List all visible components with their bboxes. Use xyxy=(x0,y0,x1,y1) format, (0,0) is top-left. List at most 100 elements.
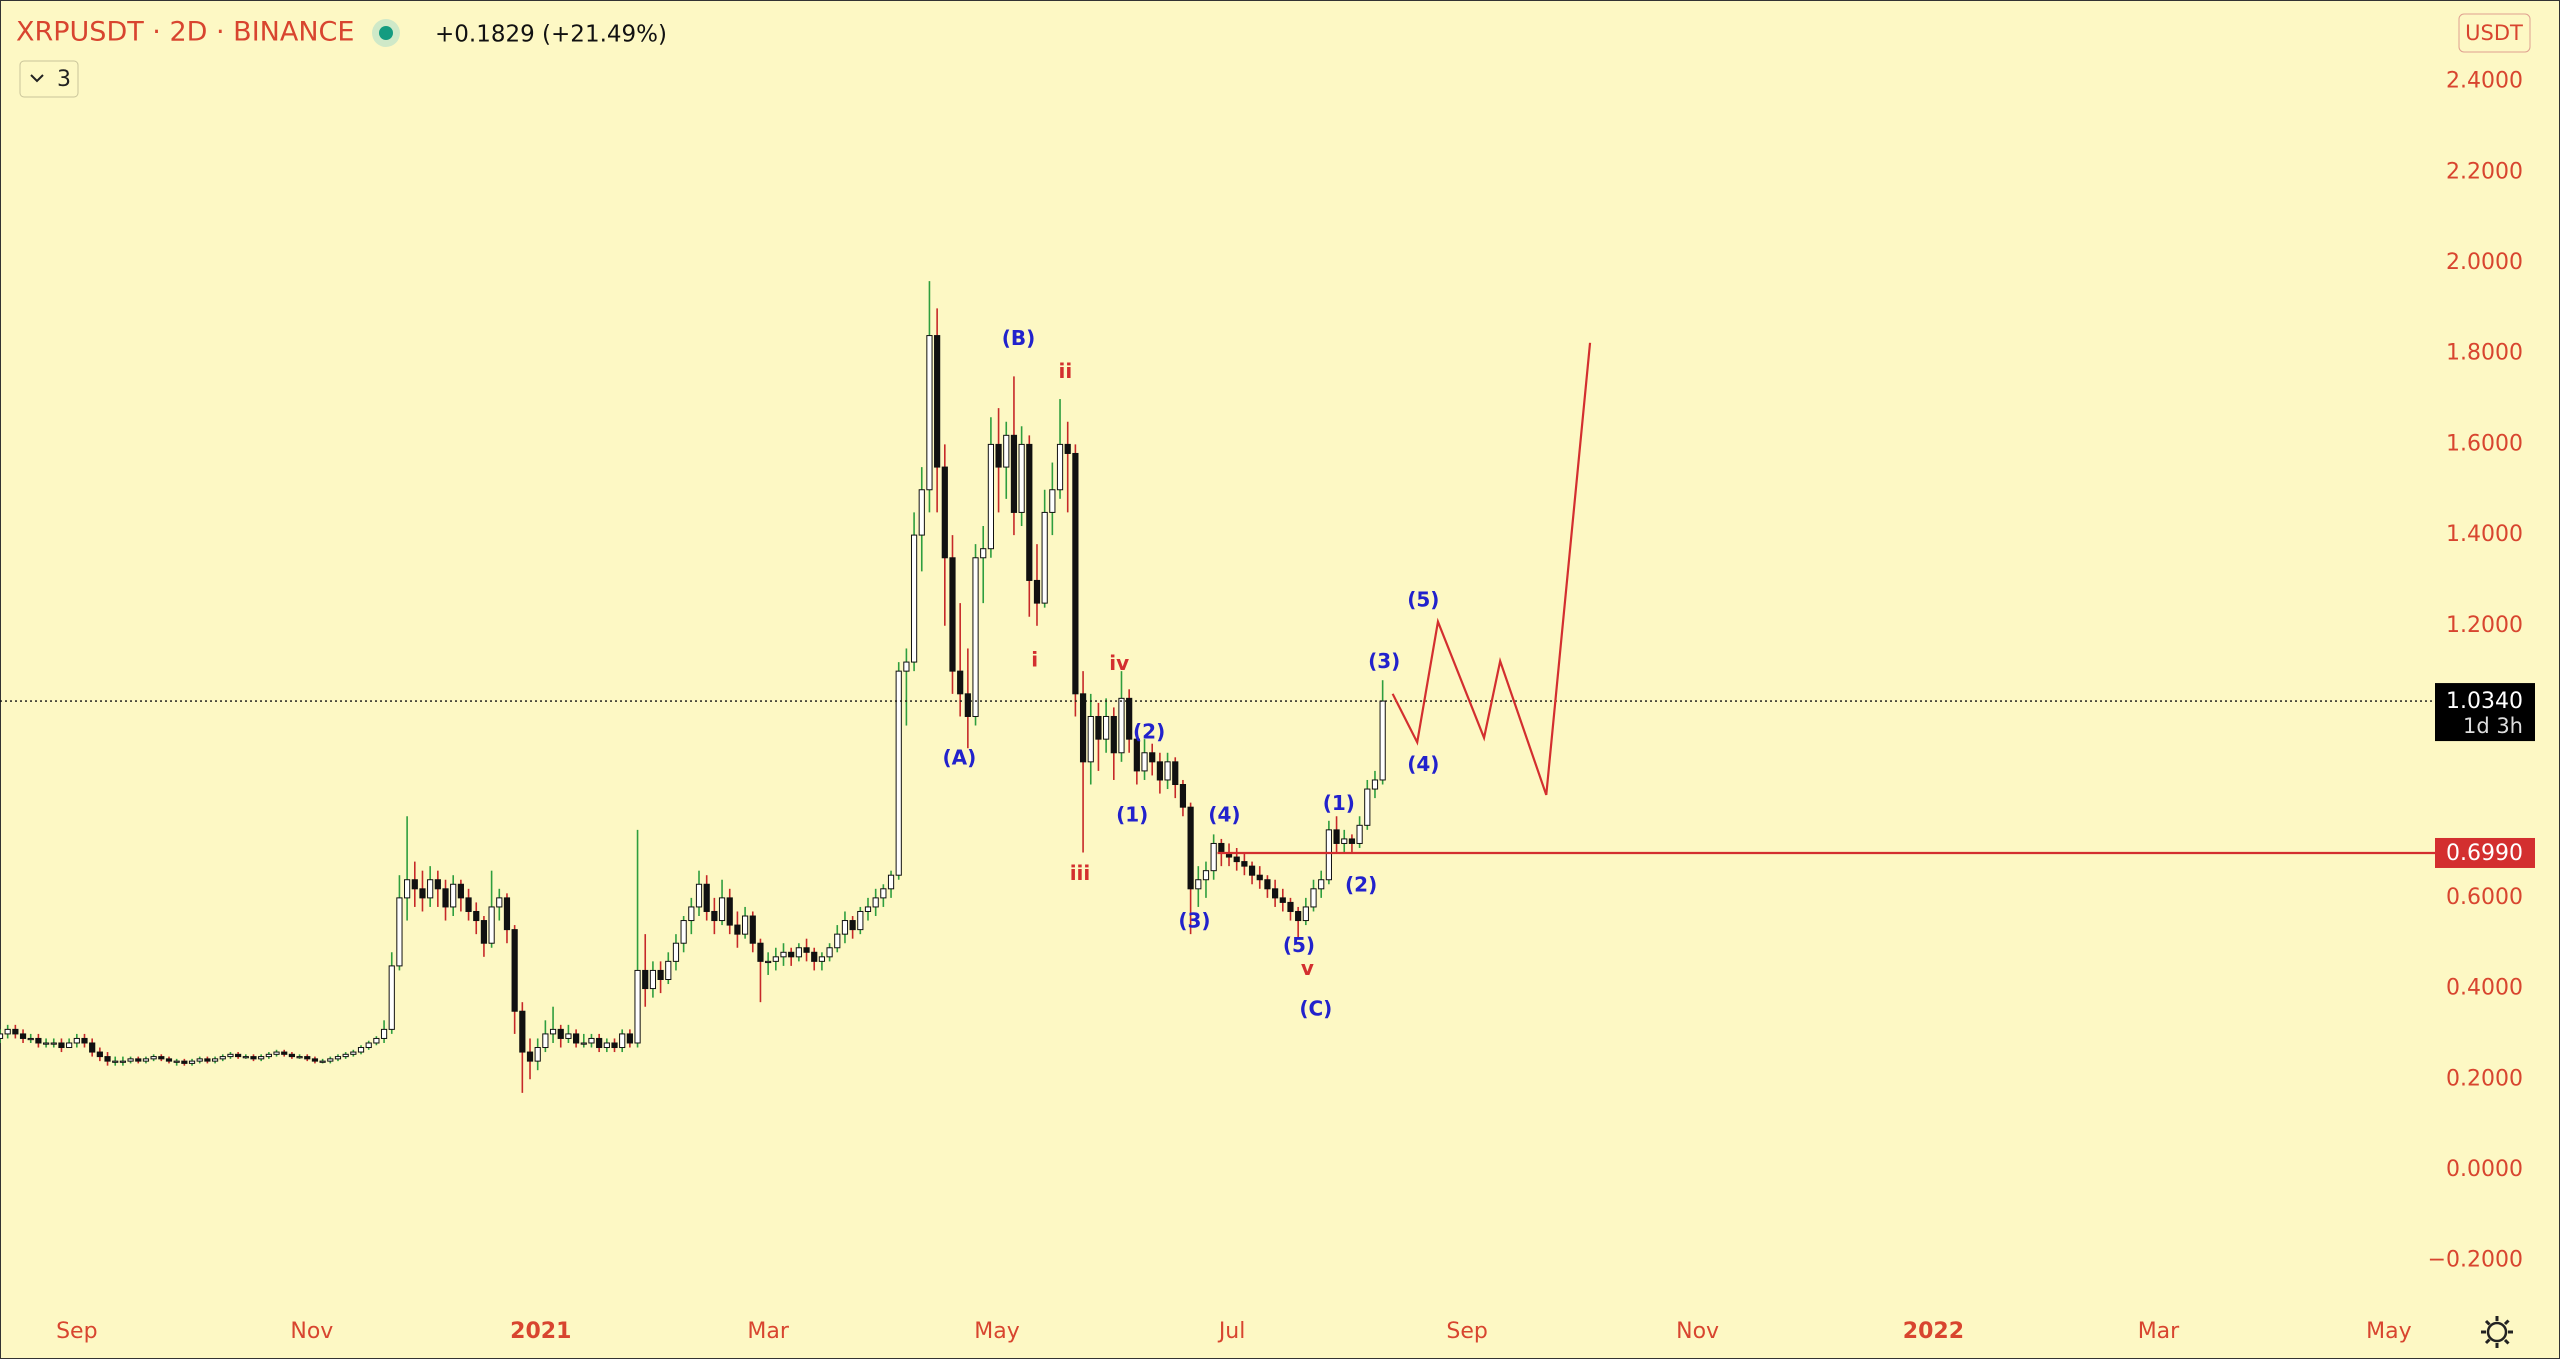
y-tick-label: 0.2000 xyxy=(2446,1066,2523,1091)
wave-label: i xyxy=(1031,648,1038,672)
candle-body xyxy=(834,933,841,949)
candle-body xyxy=(1095,715,1102,740)
candle-body xyxy=(27,1037,34,1041)
wave-label: (1) xyxy=(1323,791,1355,815)
candle-body xyxy=(649,969,657,990)
candle-body xyxy=(104,1056,111,1062)
candle-body xyxy=(718,897,726,922)
candle-body xyxy=(127,1058,134,1062)
y-tick-label: 2.0000 xyxy=(2446,250,2523,275)
candle-body xyxy=(1110,715,1117,754)
candle-body xyxy=(388,965,395,1030)
candle-body xyxy=(357,1047,365,1053)
candle-body xyxy=(765,960,772,964)
candle-body xyxy=(1141,752,1148,772)
x-tick-label: May xyxy=(974,1319,1019,1344)
candle-body xyxy=(634,969,641,1044)
candle-body xyxy=(864,906,872,912)
candle-body xyxy=(465,897,472,912)
candle-body xyxy=(542,1033,549,1049)
candle-body xyxy=(1210,842,1217,872)
settings-icon[interactable] xyxy=(2481,1316,2513,1348)
candle-body xyxy=(12,1028,19,1035)
candle-body xyxy=(818,956,826,962)
candle-body xyxy=(235,1053,242,1058)
candle-body xyxy=(165,1058,173,1062)
candle-body xyxy=(1241,861,1248,867)
candle-body xyxy=(734,924,741,935)
candle-body xyxy=(887,874,895,890)
candle-body xyxy=(473,910,480,922)
currency-label: USDT xyxy=(2465,21,2523,45)
y-tick-label: 0.6000 xyxy=(2446,885,2523,910)
candle-body xyxy=(1264,879,1271,890)
candle-body xyxy=(1333,829,1340,844)
x-tick-label: Mar xyxy=(2138,1319,2180,1344)
candle-body xyxy=(66,1042,73,1049)
candle-body xyxy=(1149,752,1156,763)
candle-body xyxy=(158,1056,165,1060)
wave-label: (B) xyxy=(1002,326,1036,350)
candle-body xyxy=(188,1060,196,1064)
candle-body xyxy=(204,1058,211,1062)
candle-body xyxy=(811,951,818,962)
candle-body xyxy=(150,1056,157,1060)
wave-label: (1) xyxy=(1116,802,1148,826)
candle-body xyxy=(549,1028,557,1035)
candle-body xyxy=(81,1037,88,1044)
candle-body xyxy=(726,897,733,926)
candle-body xyxy=(1156,761,1163,781)
candle-body xyxy=(949,557,956,672)
wave-label: (4) xyxy=(1208,802,1240,826)
wave-label: (A) xyxy=(943,746,977,770)
candle-body xyxy=(1126,697,1133,740)
candle-body xyxy=(711,910,718,922)
candle-body xyxy=(1041,511,1048,604)
candle-body xyxy=(96,1051,103,1058)
candle-body xyxy=(396,897,403,967)
candle-body xyxy=(826,947,833,958)
candle-body xyxy=(987,443,994,550)
candle-body xyxy=(980,548,987,559)
candle-body xyxy=(42,1042,50,1045)
candle-body xyxy=(265,1053,272,1058)
candle-body xyxy=(665,960,672,980)
candle-body xyxy=(788,951,795,958)
candle-body xyxy=(19,1033,27,1039)
candle-body xyxy=(672,942,680,962)
candle-body xyxy=(1049,489,1056,513)
candle-body xyxy=(926,335,933,491)
candle-body xyxy=(480,920,488,944)
candle-body xyxy=(1172,761,1179,786)
x-tick-label: Nov xyxy=(290,1319,333,1344)
candle-body xyxy=(135,1058,142,1062)
candle-body xyxy=(1118,697,1125,754)
candle-body xyxy=(695,883,703,908)
candle-body xyxy=(1133,738,1140,772)
currency-button[interactable] xyxy=(2458,13,2531,53)
candle-body xyxy=(1279,897,1286,903)
level-label-box xyxy=(2435,837,2535,868)
candle-body xyxy=(626,1033,633,1044)
wave-label: iii xyxy=(1070,861,1091,885)
candle-body xyxy=(580,1042,587,1045)
candle-body xyxy=(58,1042,65,1049)
x-tick-label: Nov xyxy=(1676,1319,1719,1344)
candle-body xyxy=(380,1028,388,1039)
candle-body xyxy=(1033,579,1041,604)
candle-body xyxy=(795,947,802,958)
candle-body xyxy=(1325,829,1332,881)
wave-label: ii xyxy=(1059,359,1073,383)
candle-body xyxy=(281,1051,288,1055)
candle-body xyxy=(857,910,864,931)
candle-body xyxy=(419,888,426,899)
candle-body xyxy=(181,1060,188,1064)
indicator-toggle[interactable] xyxy=(19,60,79,98)
x-tick-label: 2022 xyxy=(1903,1319,1964,1344)
y-tick-label: 1.8000 xyxy=(2446,341,2523,366)
candle-body xyxy=(211,1058,219,1062)
candle-body xyxy=(142,1058,150,1062)
candle-body xyxy=(1056,443,1064,491)
indicator-count: 3 xyxy=(57,67,71,92)
